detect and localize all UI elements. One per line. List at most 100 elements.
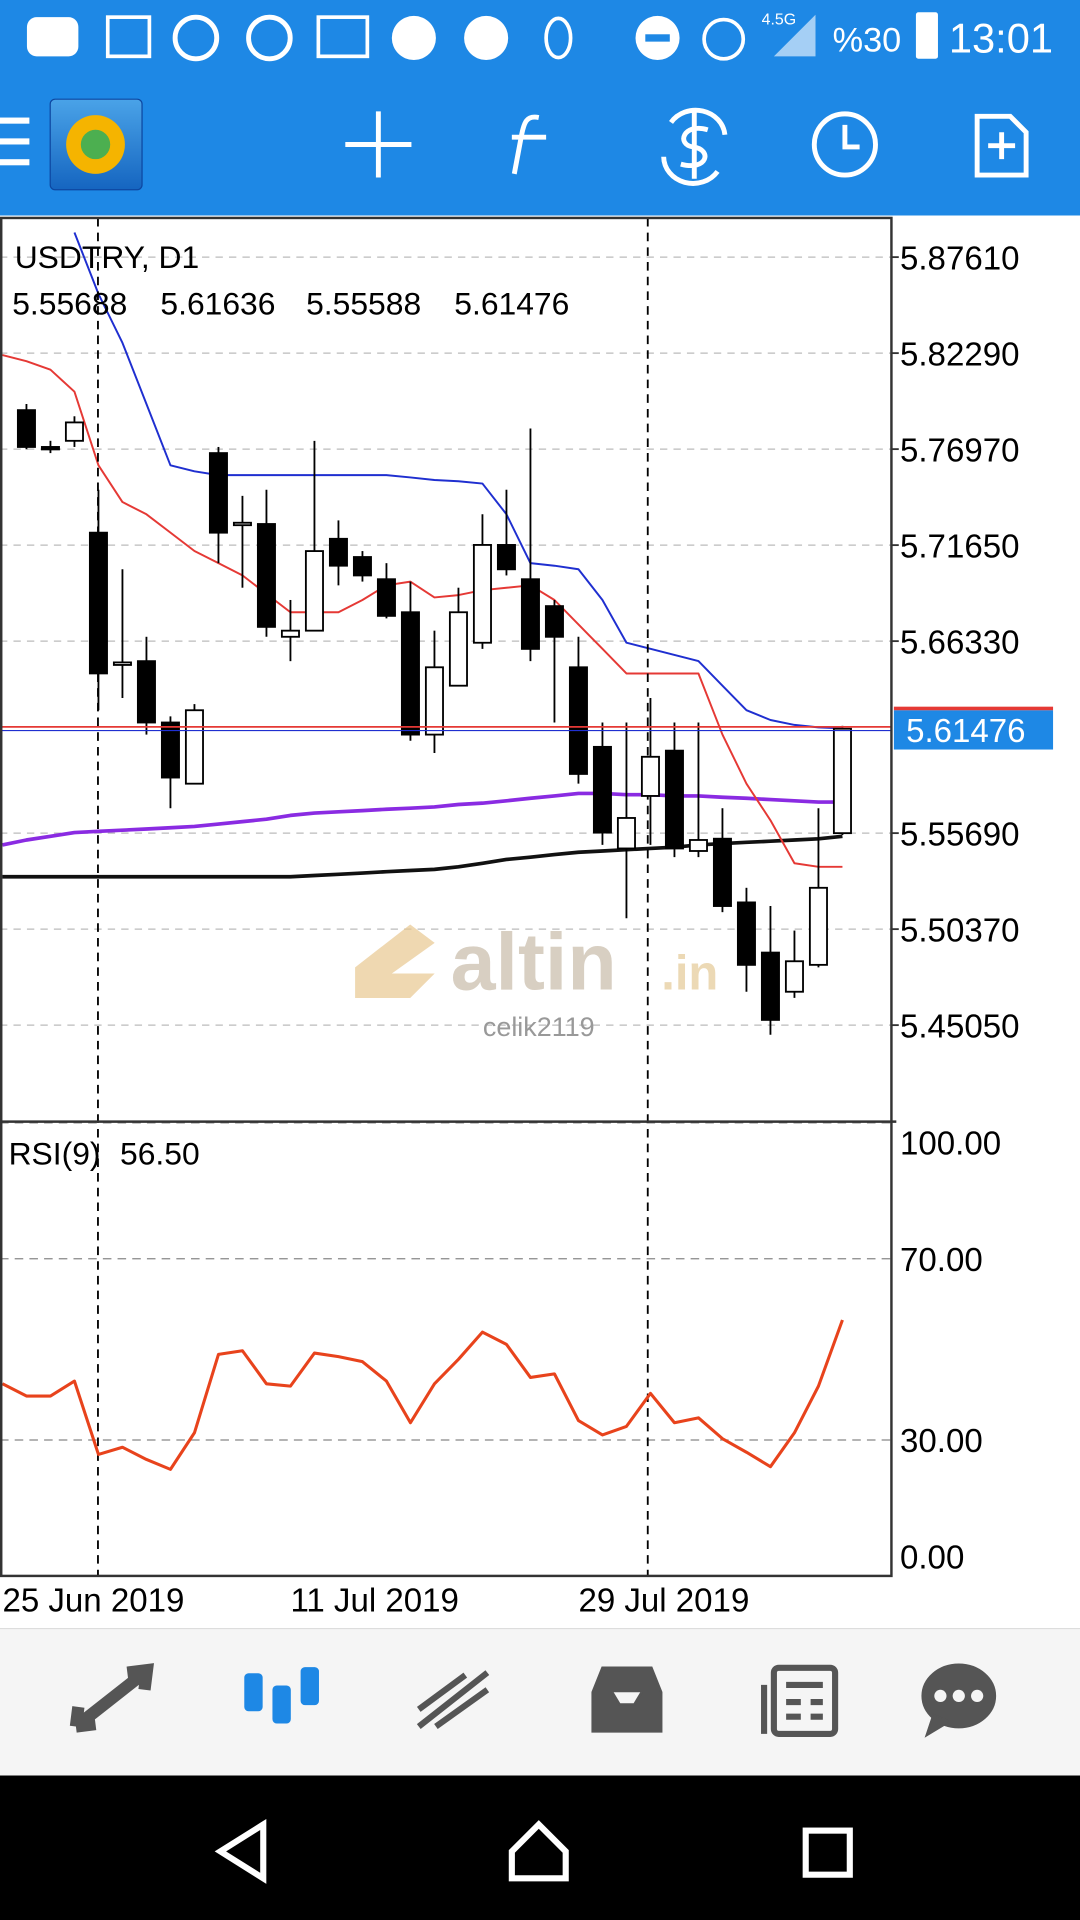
y-tick-label: 30.00 bbox=[900, 1423, 983, 1460]
candle-body bbox=[592, 745, 612, 834]
close-value: 5.61476 bbox=[454, 286, 569, 322]
chat-tab[interactable] bbox=[921, 1663, 997, 1738]
candle-body bbox=[280, 629, 300, 638]
candle-body bbox=[232, 521, 252, 527]
x-tick-label: 25 Jun 2019 bbox=[2, 1582, 184, 1619]
y-tick-label: 5.50370 bbox=[900, 912, 1019, 949]
period-separators bbox=[97, 217, 649, 1576]
candle-body bbox=[208, 452, 228, 534]
y-tick-label: 5.82290 bbox=[900, 336, 1019, 373]
candle-body bbox=[640, 755, 660, 797]
rsi-value: 56.50 bbox=[120, 1135, 200, 1171]
frame bbox=[0, 216, 897, 1578]
app-logo[interactable] bbox=[49, 98, 143, 191]
trade-tab[interactable] bbox=[416, 1670, 490, 1730]
indicator-line bbox=[2, 791, 843, 847]
bottom-nav-icons bbox=[69, 1663, 997, 1738]
rsi-panel bbox=[1, 1319, 844, 1471]
toolbar-icons bbox=[345, 107, 1029, 186]
menu-button[interactable] bbox=[0, 117, 30, 166]
new-order-button[interactable] bbox=[974, 113, 1029, 178]
candle-body bbox=[760, 951, 780, 1021]
recents-button[interactable] bbox=[802, 1827, 853, 1878]
y-tick-label: 70.00 bbox=[900, 1242, 983, 1279]
candle-body bbox=[520, 578, 540, 650]
app-bar bbox=[0, 0, 1080, 216]
y-tick-label: 5.71650 bbox=[900, 528, 1019, 565]
news-tab[interactable] bbox=[761, 1664, 839, 1737]
price-marker-line bbox=[893, 706, 1054, 711]
y-tick-label: 100.00 bbox=[900, 1126, 1001, 1163]
y-tick-label: 5.55690 bbox=[900, 816, 1019, 853]
candle-body bbox=[712, 837, 732, 907]
system-nav bbox=[0, 1775, 1080, 1920]
y-tick-label: 5.45050 bbox=[900, 1008, 1019, 1045]
clock: 13:01 bbox=[949, 15, 1053, 62]
candle-body bbox=[448, 611, 468, 687]
y-tick-label: 0.00 bbox=[900, 1540, 964, 1577]
history-tab[interactable] bbox=[591, 1666, 663, 1733]
candle-body bbox=[832, 727, 852, 835]
y-tick-label: 5.66330 bbox=[900, 624, 1019, 661]
high-value: 5.61636 bbox=[160, 286, 275, 322]
rsi-name: RSI(9) bbox=[9, 1135, 101, 1171]
candle-body bbox=[40, 446, 60, 451]
candle-body bbox=[808, 886, 828, 966]
chart-area bbox=[0, 215, 1080, 1629]
candle-body bbox=[736, 901, 756, 966]
candle-body bbox=[136, 660, 156, 724]
indicator-line bbox=[73, 232, 843, 730]
candle-body bbox=[376, 578, 396, 617]
network-type: 4.5G bbox=[762, 11, 796, 28]
system-buttons bbox=[214, 1818, 853, 1884]
watermark-user: celik2119 bbox=[483, 1012, 595, 1042]
chart-tab[interactable] bbox=[244, 1667, 319, 1724]
candle-body bbox=[304, 550, 324, 632]
current-price: 5.61476 bbox=[906, 713, 1025, 750]
candle-body bbox=[64, 421, 84, 442]
open-value: 5.55688 bbox=[12, 286, 127, 322]
axis-labels: 5.87610 5.82290 5.76970 5.71650 5.66330 5.556… bbox=[2, 240, 1054, 1619]
candles bbox=[0, 404, 892, 1035]
candle-body bbox=[472, 544, 492, 644]
candle-body bbox=[616, 817, 636, 850]
x-tick-label: 29 Jul 2019 bbox=[578, 1582, 749, 1619]
low-value: 5.55588 bbox=[306, 286, 421, 322]
candle-body bbox=[544, 605, 564, 638]
candle-body bbox=[256, 523, 276, 628]
watermark: altin .in celik2119 bbox=[355, 917, 718, 1042]
price-marker bbox=[893, 710, 1054, 750]
x-tick-label: 11 Jul 2019 bbox=[290, 1582, 458, 1619]
crosshair-button[interactable] bbox=[345, 111, 412, 178]
timeframe-button[interactable] bbox=[811, 111, 878, 178]
candle-body bbox=[328, 537, 348, 567]
trade-button[interactable] bbox=[661, 107, 728, 186]
candle-body bbox=[16, 409, 36, 448]
candle-body bbox=[88, 531, 108, 675]
candle-body bbox=[496, 544, 516, 571]
candle-body bbox=[424, 666, 444, 736]
candle-body bbox=[568, 666, 588, 775]
y-tick-label: 5.87610 bbox=[900, 240, 1019, 277]
battery-level: %30 bbox=[833, 21, 902, 59]
candle-body bbox=[160, 721, 180, 779]
bottom-nav bbox=[0, 1628, 1080, 1776]
candle-body bbox=[400, 611, 420, 736]
candle-body bbox=[688, 839, 708, 852]
candle-body bbox=[664, 749, 684, 850]
watermark-tld: .in bbox=[661, 946, 718, 1000]
candle-body bbox=[112, 661, 132, 666]
candle-body bbox=[184, 709, 204, 785]
indicator-line bbox=[1, 1319, 844, 1471]
indicators-button[interactable] bbox=[511, 114, 547, 175]
back-button[interactable] bbox=[214, 1818, 267, 1884]
chart-title: USDTRY, D1 bbox=[15, 239, 200, 275]
quotes-tab[interactable] bbox=[69, 1663, 154, 1733]
status-icons bbox=[26, 12, 938, 62]
y-tick-label: 5.76970 bbox=[900, 432, 1019, 469]
candle-body bbox=[784, 960, 804, 993]
home-button[interactable] bbox=[508, 1820, 569, 1882]
indicator-line bbox=[2, 354, 843, 868]
